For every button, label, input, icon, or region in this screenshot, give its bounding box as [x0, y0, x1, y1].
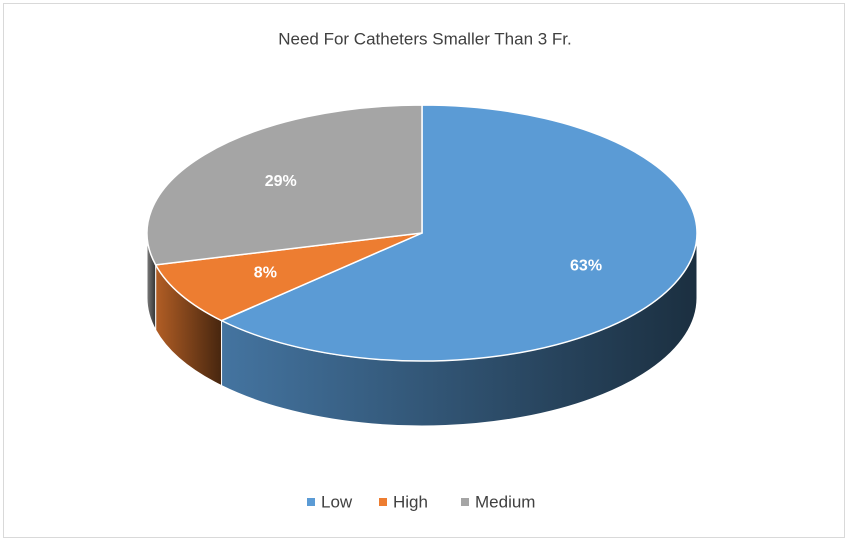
data-label: 29% — [265, 173, 297, 190]
legend-swatch — [461, 498, 469, 506]
legend-swatch — [379, 498, 387, 506]
slice — [146, 104, 423, 266]
legend-label: Low — [321, 492, 353, 511]
legend-swatch — [307, 498, 315, 506]
slice — [154, 232, 423, 322]
legend-label: High — [393, 492, 428, 511]
data-label: 63% — [570, 257, 602, 274]
data-label: 8% — [254, 264, 277, 281]
legend-label: Medium — [475, 492, 535, 511]
chart-title: Need For Catheters Smaller Than 3 Fr. — [278, 29, 572, 48]
slice — [219, 104, 698, 362]
